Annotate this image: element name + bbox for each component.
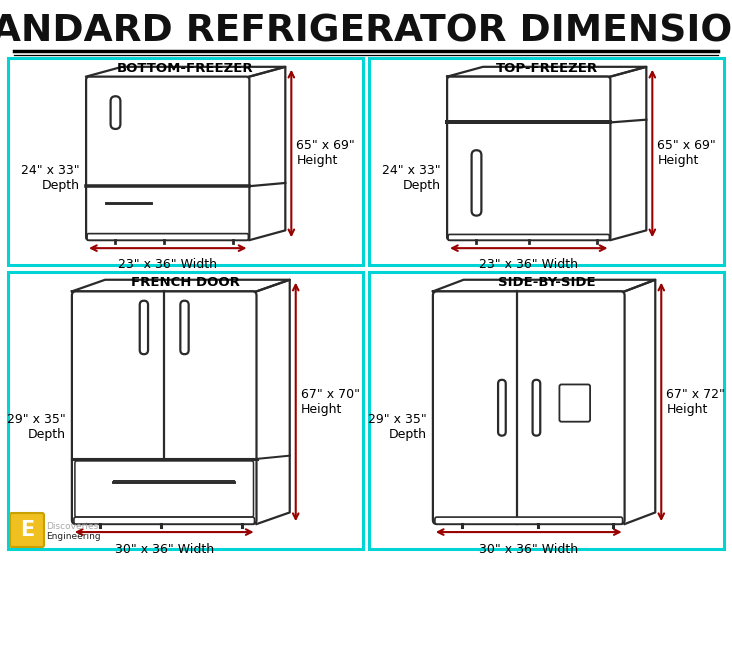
Text: STANDARD REFRIGERATOR DIMENSIONS: STANDARD REFRIGERATOR DIMENSIONS <box>0 13 732 49</box>
FancyBboxPatch shape <box>140 301 148 354</box>
Bar <box>369 272 724 549</box>
Text: Engineering: Engineering <box>46 532 100 541</box>
Text: 67" x 72"
Height: 67" x 72" Height <box>666 388 725 416</box>
FancyBboxPatch shape <box>72 292 256 524</box>
FancyBboxPatch shape <box>433 292 624 524</box>
Text: 24" x 33"
Depth: 24" x 33" Depth <box>383 164 441 192</box>
FancyBboxPatch shape <box>111 97 120 129</box>
Text: 23" x 36" Width: 23" x 36" Width <box>479 258 578 271</box>
Text: E: E <box>20 520 34 540</box>
Bar <box>8 58 363 265</box>
Text: 65" x 69"
Height: 65" x 69" Height <box>657 139 716 168</box>
Text: 30" x 36" Width: 30" x 36" Width <box>115 543 214 556</box>
FancyBboxPatch shape <box>533 380 540 436</box>
FancyBboxPatch shape <box>448 235 610 240</box>
FancyBboxPatch shape <box>435 517 623 524</box>
Text: 24" x 33"
Depth: 24" x 33" Depth <box>21 164 80 192</box>
Bar <box>8 272 363 549</box>
FancyBboxPatch shape <box>471 150 482 215</box>
Text: Discoveries: Discoveries <box>46 522 98 531</box>
Text: SIDE-BY-SIDE: SIDE-BY-SIDE <box>498 277 595 290</box>
FancyBboxPatch shape <box>86 77 250 240</box>
Text: 30" x 36" Width: 30" x 36" Width <box>479 543 578 556</box>
Text: 29" x 35"
Depth: 29" x 35" Depth <box>7 413 66 441</box>
Text: FRENCH DOOR: FRENCH DOOR <box>131 277 240 290</box>
Text: 29" x 35"
Depth: 29" x 35" Depth <box>368 413 427 441</box>
FancyBboxPatch shape <box>447 77 610 240</box>
FancyBboxPatch shape <box>87 234 248 240</box>
Text: TOP-FREEZER: TOP-FREEZER <box>496 62 597 76</box>
FancyBboxPatch shape <box>559 384 590 422</box>
FancyBboxPatch shape <box>180 301 189 354</box>
Text: 65" x 69"
Height: 65" x 69" Height <box>296 139 355 168</box>
FancyBboxPatch shape <box>74 517 255 524</box>
FancyBboxPatch shape <box>75 461 253 517</box>
Text: 67" x 70"
Height: 67" x 70" Height <box>301 388 359 416</box>
FancyBboxPatch shape <box>498 380 506 436</box>
Text: 23" x 36" Width: 23" x 36" Width <box>119 258 217 271</box>
Text: BOTTOM-FREEZER: BOTTOM-FREEZER <box>117 62 254 76</box>
FancyBboxPatch shape <box>10 513 44 547</box>
Bar <box>369 58 724 265</box>
